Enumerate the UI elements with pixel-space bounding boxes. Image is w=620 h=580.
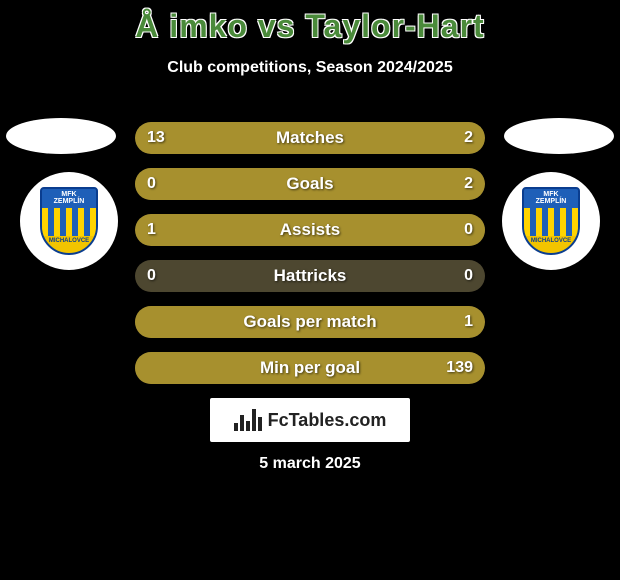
stat-label: Goals <box>286 174 333 194</box>
shield-icon: MFKZEMPLÍN MICHALOVCE <box>40 187 98 255</box>
stat-value-right: 0 <box>464 221 473 239</box>
stat-value-left: 0 <box>147 175 156 193</box>
stat-value-left: 1 <box>147 221 156 239</box>
stat-row: 139 Min per goal <box>135 352 485 384</box>
stat-bars: 13 2 Matches 0 2 Goals 1 0 Assists 0 0 Hattricks 1 Go… <box>135 122 485 398</box>
stat-label: Goals per match <box>243 312 376 332</box>
stat-value-left: 13 <box>147 129 165 147</box>
stat-value-right: 1 <box>464 313 473 331</box>
stat-label: Hattricks <box>274 266 347 286</box>
stat-value-left: 0 <box>147 267 156 285</box>
stat-value-right: 139 <box>446 359 473 377</box>
stat-label: Min per goal <box>260 358 360 378</box>
shield-icon: MFKZEMPLÍN MICHALOVCE <box>522 187 580 255</box>
date-label: 5 march 2025 <box>259 455 360 473</box>
bar-fill-right <box>438 122 485 154</box>
stat-row: 0 0 Hattricks <box>135 260 485 292</box>
stat-row: 1 Goals per match <box>135 306 485 338</box>
club-badge-left: MFKZEMPLÍN MICHALOVCE <box>20 172 118 270</box>
brand-name: FcTables.com <box>268 410 387 431</box>
player-left-avatar <box>6 118 116 154</box>
stat-label: Assists <box>280 220 340 240</box>
player-right-avatar <box>504 118 614 154</box>
bars-icon <box>234 409 262 431</box>
page-title: Å imko vs Taylor-Hart <box>0 0 620 45</box>
stat-label: Matches <box>276 128 344 148</box>
stat-row: 0 2 Goals <box>135 168 485 200</box>
club-badge-right: MFKZEMPLÍN MICHALOVCE <box>502 172 600 270</box>
stat-row: 1 0 Assists <box>135 214 485 246</box>
stat-value-right: 0 <box>464 267 473 285</box>
stat-row: 13 2 Matches <box>135 122 485 154</box>
stat-value-right: 2 <box>464 175 473 193</box>
stat-value-right: 2 <box>464 129 473 147</box>
page-subtitle: Club competitions, Season 2024/2025 <box>0 59 620 77</box>
brand-logo[interactable]: FcTables.com <box>210 398 410 442</box>
